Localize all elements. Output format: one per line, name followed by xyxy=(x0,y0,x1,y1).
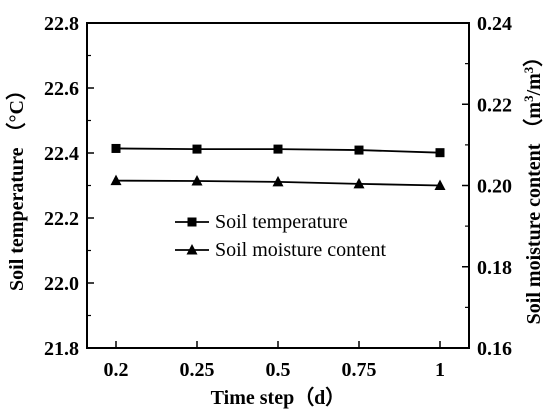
legend-label: Soil temperature xyxy=(215,211,348,233)
right-y-title-mid: /m xyxy=(523,73,545,97)
right-y-tick-label: 0.22 xyxy=(477,94,512,116)
right-y-axis: 0.16 0.18 0.20 0.22 0.24 xyxy=(462,13,512,360)
x-tick-label: 0.25 xyxy=(180,359,215,381)
right-y-title-suffix: ） xyxy=(522,47,545,67)
series-layer xyxy=(110,143,446,190)
soil-moisture-content-point xyxy=(110,174,122,186)
x-tick-label: 0.2 xyxy=(104,359,129,381)
left-y-tick-label: 22.6 xyxy=(44,78,79,100)
right-y-tick-label: 0.18 xyxy=(477,257,512,279)
left-y-tick-label: 21.8 xyxy=(44,338,79,360)
soil-temperature-point xyxy=(273,144,283,154)
left-y-tick-label: 22.8 xyxy=(44,13,79,35)
x-axis-title: Time step（d） xyxy=(211,386,346,409)
right-y-axis-title: Soil moisture content （m3/m3） xyxy=(521,47,546,325)
right-y-tick-label: 0.20 xyxy=(477,176,512,198)
soil-moisture-content-point xyxy=(353,177,365,189)
x-tick-label: 0.5 xyxy=(266,359,291,381)
right-y-tick-label: 0.16 xyxy=(477,338,512,360)
soil-temperature-point xyxy=(435,148,445,158)
right-y-tick-label: 0.24 xyxy=(477,13,512,35)
soil-temperature-point xyxy=(354,145,364,155)
x-tick-label: 1 xyxy=(435,359,445,381)
soil-temperature-point xyxy=(111,143,121,153)
soil-moisture-content-point xyxy=(191,175,203,186)
x-tick-label: 0.75 xyxy=(342,359,377,381)
soil-temperature-point xyxy=(192,144,202,154)
left-y-tick-label: 22.0 xyxy=(44,273,79,295)
left-y-axis: 21.8 22.0 22.2 22.4 22.6 22.8 xyxy=(44,13,94,360)
soil-moisture-content-point xyxy=(272,175,284,187)
soil-moisture-content-point xyxy=(434,179,446,190)
right-y-title-sup2: 3 xyxy=(521,66,536,73)
legend-label: Soil moisture content xyxy=(215,239,387,261)
legend: Soil temperature Soil moisture content xyxy=(175,211,387,261)
left-y-tick-label: 22.4 xyxy=(44,143,79,165)
x-axis: 0.2 0.25 0.5 0.75 1 xyxy=(104,341,445,381)
right-y-title-prefix: Soil moisture content （m xyxy=(522,102,545,325)
right-y-title-sup1: 3 xyxy=(521,95,536,102)
left-y-axis-title: Soil temperature （°C） xyxy=(5,80,28,291)
left-y-tick-label: 22.2 xyxy=(44,208,79,230)
legend-marker xyxy=(187,217,197,227)
legend-marker xyxy=(186,244,198,255)
